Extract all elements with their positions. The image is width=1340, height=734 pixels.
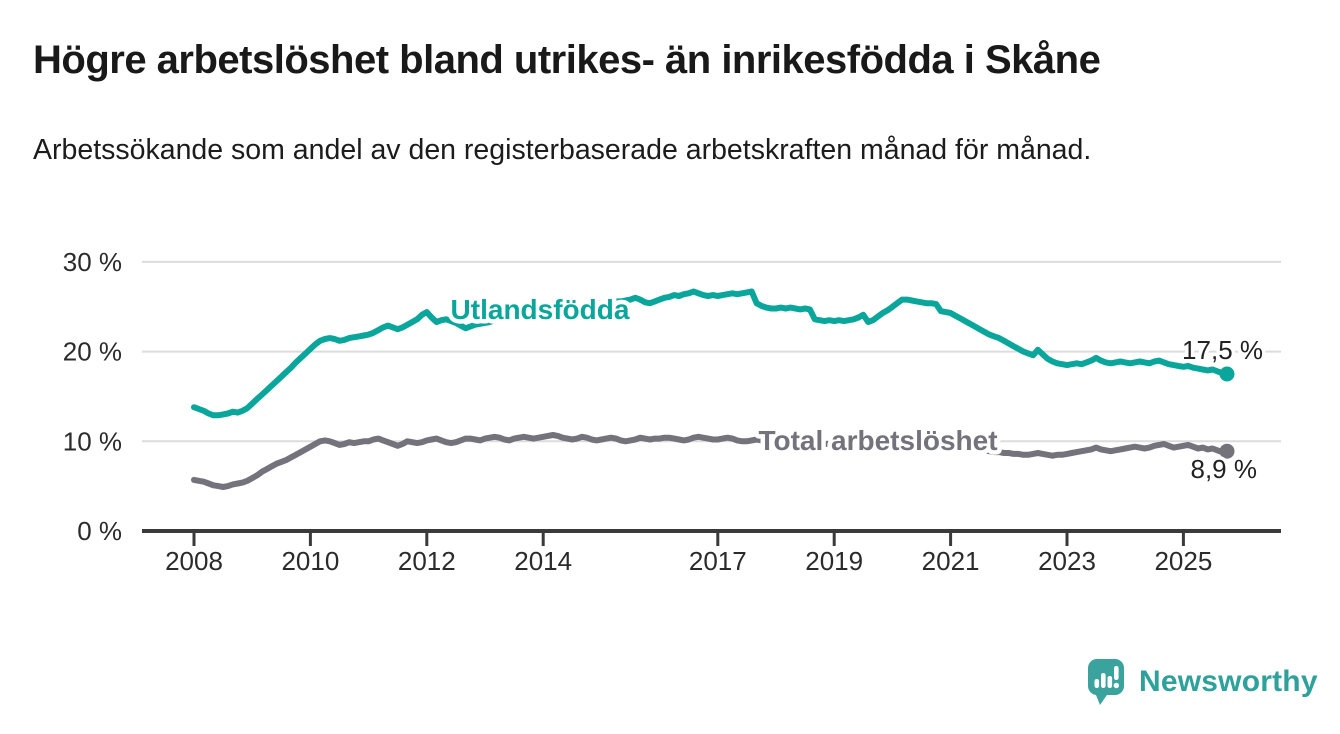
- endpoint-dot-total: [1219, 443, 1235, 459]
- y-tick-label: 20 %: [63, 337, 122, 367]
- y-tick-label: 30 %: [63, 247, 122, 277]
- newsworthy-logo: Newsworthy: [1086, 658, 1318, 706]
- page-title: Högre arbetslöshet bland utrikes- än inr…: [33, 38, 1101, 82]
- x-tick-label: 2025: [1154, 546, 1212, 576]
- x-tick-label: 2008: [165, 546, 223, 576]
- line-utlandsfodda: [191, 288, 1230, 419]
- x-tick-label: 2023: [1038, 546, 1096, 576]
- series-label-utlandsfodda: Utlandsfödda: [451, 294, 630, 325]
- page-subtitle: Arbetssökande som andel av den registerb…: [33, 134, 1092, 166]
- y-axis: 30 % 20 % 10 % 0 %: [63, 247, 122, 546]
- x-tick-label: 2017: [689, 546, 747, 576]
- series-label-total-arbetsloshet: Total arbetslöshet: [758, 425, 997, 456]
- x-tick-label: 2010: [281, 546, 339, 576]
- end-value-label-total: 8,9 %: [1191, 454, 1258, 484]
- x-tick-label: 2012: [398, 546, 456, 576]
- x-tick-label: 2021: [922, 546, 980, 576]
- line-total-arbetsloshet: [191, 432, 1230, 490]
- x-axis: 2008 2010 2012 2014 2017 2019 2021 2023 …: [165, 533, 1212, 576]
- newsworthy-logo-icon: [1088, 659, 1124, 705]
- end-value-label-utlandsfodda: 17,5 %: [1182, 335, 1263, 365]
- y-tick-label: 0 %: [77, 516, 122, 546]
- endpoint-dot-utlandsfodda: [1219, 366, 1235, 382]
- x-tick-label: 2019: [805, 546, 863, 576]
- x-tick-label: 2014: [514, 546, 572, 576]
- y-tick-label: 10 %: [63, 426, 122, 456]
- gridlines: [142, 260, 1281, 533]
- newsworthy-wordmark: Newsworthy: [1139, 665, 1318, 698]
